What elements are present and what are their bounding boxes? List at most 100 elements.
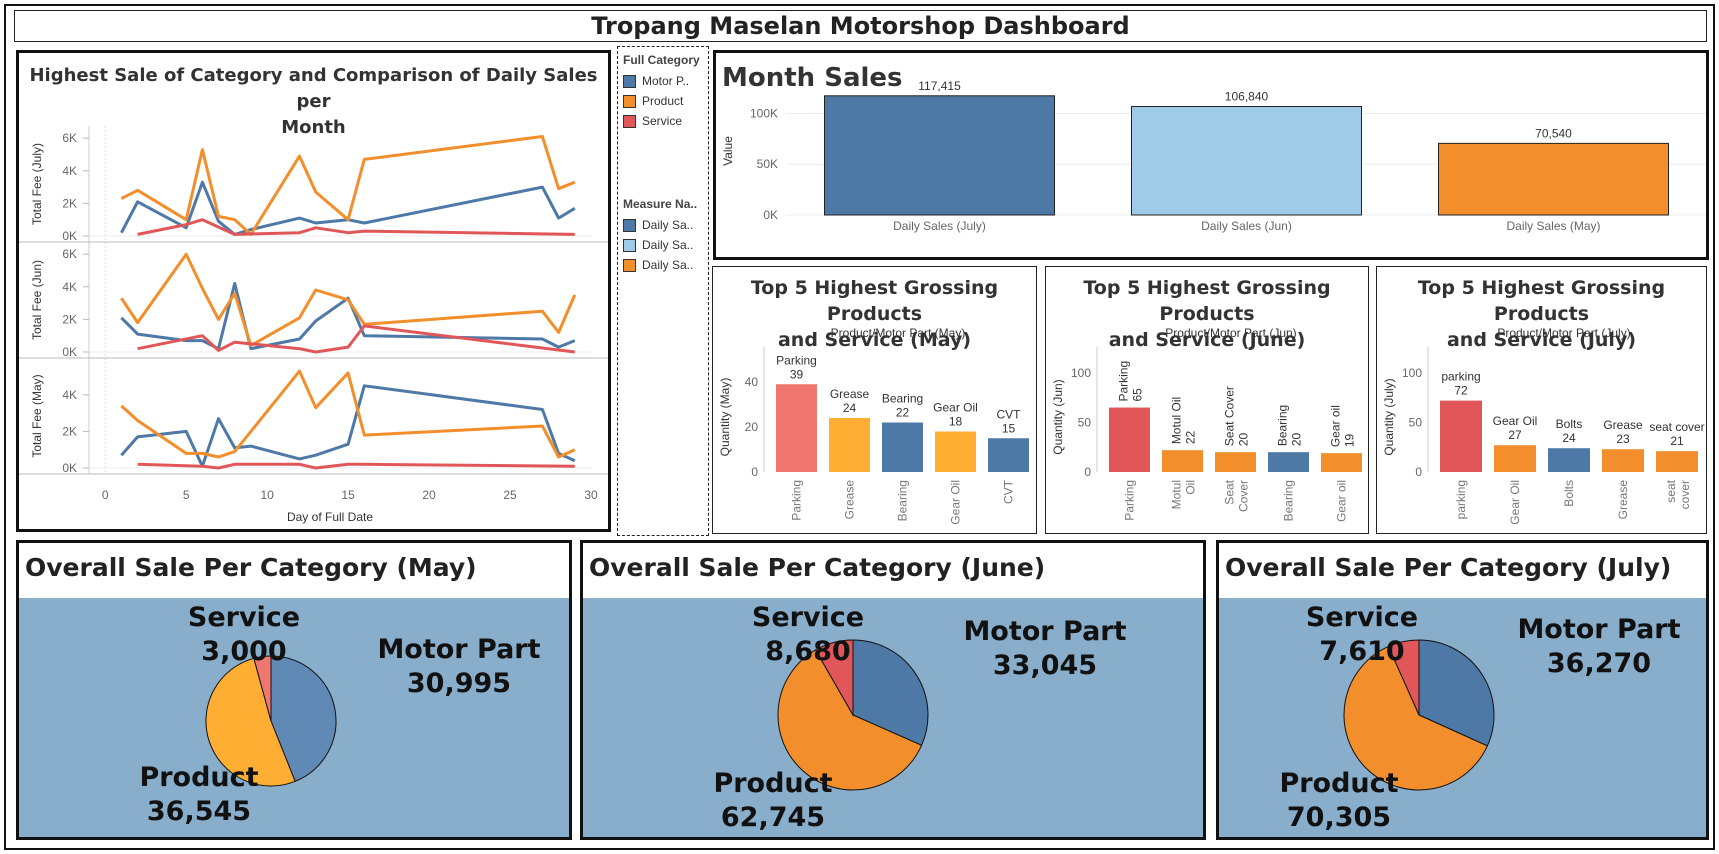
- pie-jun-chart[interactable]: [583, 543, 1203, 837]
- top5-category-label: parking: [1454, 480, 1468, 519]
- top5-ytick-label: 50: [1078, 415, 1092, 429]
- pie-jun-motor-label: Motor Part 33,045: [963, 616, 1127, 681]
- pie-may-service-label: Service 3,000: [187, 602, 301, 667]
- top5-bar: [1548, 448, 1590, 472]
- top5-jun-chart[interactable]: Product/Motor Part (Jun) Quantity (Jun) 0 5…: [1046, 267, 1367, 532]
- top5-category-label: Gear oil: [1335, 480, 1349, 522]
- top5-may-title-line2: and Service (May): [777, 329, 972, 351]
- dashboard-title: Tropang Maselan Motorshop Dashboard: [14, 10, 1707, 42]
- legend-measure-title: Measure Na..: [623, 197, 698, 211]
- legend-measure-item[interactable]: Daily Sa..: [623, 255, 707, 275]
- top5-jul-chart[interactable]: Product/Motor Part (July) Quantity (July)…: [1377, 267, 1705, 532]
- legend-category-item[interactable]: Motor P..: [623, 71, 707, 91]
- top5-jul-panel: Top 5 Highest Grossing Products and Serv…: [1376, 266, 1707, 534]
- legend-category-swatch: [623, 94, 636, 108]
- line-chart-ytick-label: 6K: [62, 247, 77, 261]
- top5-bar-label: Parking: [776, 353, 817, 367]
- top5-ylabel: Quantity (July): [1382, 378, 1396, 455]
- top5-jun-title-line1: Top 5 Highest Grossing Products: [1083, 277, 1331, 325]
- top5-ytick-label: 0: [1415, 465, 1422, 479]
- top5-category-label: Bolts: [1562, 480, 1576, 507]
- month-sales-bar: [1131, 106, 1362, 216]
- top5-bar-label: Grease: [1603, 418, 1643, 432]
- line-chart-ytick-label: 4K: [62, 280, 77, 294]
- pie-slice-product: [1343, 645, 1488, 791]
- month-sales-title: Month Sales: [722, 63, 903, 93]
- top5-bar: [1109, 407, 1150, 472]
- top5-bar-label: Gear Oil: [1493, 414, 1538, 428]
- legend-category-label: Motor P..: [642, 74, 690, 88]
- top5-value-label: 19: [1343, 433, 1357, 447]
- top5-category-label: Bearing: [896, 480, 910, 521]
- pie-may-motor-label: Motor Part 30,995: [377, 634, 541, 699]
- top5-category-label: CVT: [1002, 479, 1016, 504]
- top5-bar-label: Seat Cover: [1223, 386, 1237, 446]
- legend-measure-label: Daily Sa..: [642, 238, 694, 252]
- top5-category-label: Grease: [843, 480, 857, 520]
- top5-bar-label: Grease: [830, 387, 870, 401]
- top5-value-label: 72: [1454, 384, 1468, 398]
- pie-may-chart[interactable]: [19, 543, 569, 837]
- pie-slice-motor-part: [852, 639, 929, 747]
- line-series-product: [120, 252, 577, 347]
- top5-bar-label: Parking: [1117, 361, 1131, 402]
- pie-may-title: Overall Sale Per Category (May): [25, 553, 477, 582]
- line-chart[interactable]: 0K 2K 4K 6K Total Fee (July) 0K 2K 4K 6K Total Fe…: [19, 53, 608, 529]
- pie-slice-motor-part: [270, 655, 337, 782]
- line-chart-title-line2: Month: [281, 117, 346, 138]
- pie-slice-product: [205, 657, 296, 787]
- top5-value-label: 21: [1670, 434, 1684, 448]
- legend-measure-item[interactable]: Daily Sa..: [623, 215, 707, 235]
- pie-slice-service: [814, 639, 854, 717]
- line-chart-ytick-label: 2K: [62, 424, 77, 438]
- top5-bar-label: Bearing: [1276, 405, 1290, 446]
- line-chart-xtick-label: 0: [102, 488, 109, 502]
- top5-bar-label: seat cover: [1649, 420, 1704, 434]
- month-sales-bar: [824, 95, 1055, 216]
- top5-bar: [829, 418, 870, 472]
- line-chart-ytick-label: 4K: [62, 388, 77, 402]
- top5-ylabel: Quantity (May): [718, 378, 732, 457]
- top5-may-chart[interactable]: Product/Motor Part (May) Quantity (May) 0 2…: [713, 267, 1035, 532]
- pie-slice-service: [1387, 639, 1420, 716]
- top5-bar: [1162, 450, 1203, 472]
- month-sales-panel: Month Sales Value 0K 50K 100K 117,415 Daily S…: [713, 50, 1709, 260]
- month-sales-ytick-label: 100K: [750, 106, 778, 120]
- top5-value-label: 24: [843, 401, 857, 415]
- top5-value-label: 39: [790, 367, 804, 381]
- month-sales-value-label: 117,415: [918, 79, 961, 93]
- top5-value-label: 23: [1616, 432, 1630, 446]
- legend-category-item[interactable]: Product: [623, 91, 707, 111]
- legend-category-item[interactable]: Service: [623, 111, 707, 131]
- pie-jul-chart[interactable]: [1219, 543, 1706, 837]
- top5-value-label: 15: [1002, 421, 1016, 435]
- top5-ytick-label: 50: [1409, 415, 1423, 429]
- top5-may-title-line1: Top 5 Highest Grossing Products: [750, 277, 999, 325]
- legend-measure-item[interactable]: Daily Sa..: [623, 235, 707, 255]
- top5-bar: [1494, 445, 1536, 472]
- pie-jun-service-label: Service 8,680: [751, 602, 865, 667]
- pie-jun-product-label: Product 62,745: [713, 768, 833, 833]
- pie-jul-title: Overall Sale Per Category (July): [1225, 553, 1672, 582]
- line-chart-ytick-label: 0K: [62, 461, 77, 475]
- top5-subtitle: Product/Motor Part (May): [831, 326, 966, 340]
- top5-category-label: Oil: [1184, 480, 1198, 495]
- line-series-service: [137, 462, 575, 470]
- line-chart-ytick-label: 2K: [62, 312, 77, 326]
- line-chart-xtick-label: 5: [183, 488, 190, 502]
- line-series-motor-part: [120, 180, 576, 236]
- top5-category-label: Gear Oil: [1508, 480, 1522, 525]
- pie-jun-title: Overall Sale Per Category (June): [589, 553, 1046, 582]
- pie-jul-service-label: Service 7,610: [1305, 602, 1419, 667]
- top5-ylabel: Quantity (Jun): [1051, 379, 1065, 454]
- line-chart-xtick-label: 25: [503, 488, 517, 502]
- month-sales-chart[interactable]: Value 0K 50K 100K 117,415 Daily Sales (July) 1…: [716, 53, 1706, 257]
- top5-category-label: cover: [1678, 480, 1692, 509]
- top5-value-label: 22: [1184, 431, 1198, 445]
- top5-bar: [882, 422, 923, 472]
- line-chart-ylabel: Total Fee (May): [30, 374, 44, 457]
- pie-jul-product-label: Product 70,305: [1279, 768, 1399, 833]
- legend-category-swatch: [623, 74, 636, 88]
- line-chart-ylabel: Total Fee (Jun): [30, 260, 44, 340]
- top5-subtitle: Product/Motor Part (Jun): [1165, 326, 1296, 340]
